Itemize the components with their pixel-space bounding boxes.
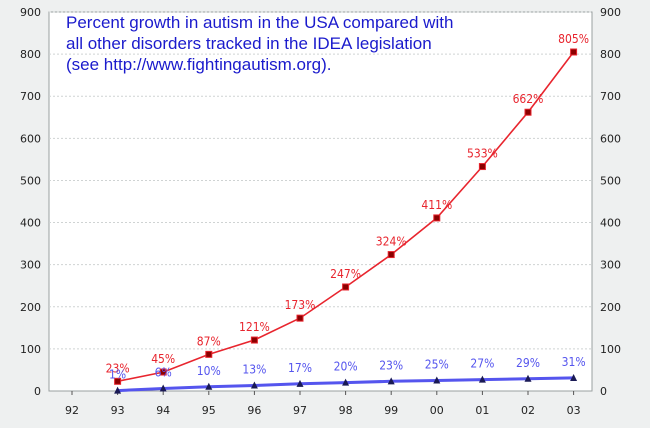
y-tick-label-right: 100 [600,343,621,356]
x-tick-label: 97 [293,404,307,417]
data-label: 45% [151,352,175,366]
x-tick-label: 03 [567,404,581,417]
x-tick-label: 98 [339,404,353,417]
data-label: 805% [558,32,589,46]
data-label: 27% [470,357,494,371]
y-tick-label-right: 900 [600,6,621,19]
data-label: 23% [106,361,130,375]
data-point [387,377,395,385]
data-label: 662% [513,92,544,106]
x-tick-label: 00 [430,404,444,417]
data-label: 29% [516,356,540,370]
data-point [342,283,350,291]
data-label: 20% [334,360,358,374]
data-point [159,368,167,376]
y-tick-label-left: 100 [20,343,41,356]
data-label: 533% [467,147,498,161]
y-tick-label-left: 0 [34,385,41,398]
data-point [250,336,258,344]
y-tick-label-right: 600 [600,132,621,145]
y-tick-label-left: 500 [20,174,41,187]
x-tick-label: 94 [156,404,170,417]
data-label: 1% [109,368,126,382]
data-point [524,108,532,116]
plot-area [48,11,593,392]
y-tick-label-right: 800 [600,48,621,61]
y-tick-label-left: 600 [20,132,41,145]
data-point [570,373,578,381]
y-tick-label-left: 300 [20,259,41,272]
x-tick-label: 95 [202,404,216,417]
y-tick-label-left: 200 [20,301,41,314]
y-tick-label-right: 400 [600,217,621,230]
data-label: 411% [421,198,452,212]
data-label: 247% [330,267,361,281]
data-label: 87% [197,334,221,348]
data-label: 17% [288,361,312,375]
x-tick-label: 92 [65,404,79,417]
data-point [114,386,122,394]
y-tick-label-right: 300 [600,259,621,272]
chart-title: Percent growth in autism in the USA comp… [66,13,454,74]
y-tick-label-left: 900 [20,6,41,19]
y-tick-label-right: 200 [600,301,621,314]
data-point [114,377,122,385]
data-point [296,379,304,387]
data-label: 121% [239,320,270,334]
data-point [433,376,441,384]
data-label: 6% [155,365,172,379]
data-point [250,381,258,389]
x-tick-label: 96 [247,404,261,417]
x-tick-label: 93 [111,404,125,417]
data-point [478,375,486,383]
x-tick-label: 99 [384,404,398,417]
data-point [342,378,350,386]
data-point [159,384,167,392]
data-label: 31% [562,355,586,369]
data-point [524,374,532,382]
data-point [478,163,486,171]
data-label: 13% [242,363,266,377]
data-label: 23% [379,358,403,372]
data-point [205,350,213,358]
y-tick-label-left: 800 [20,48,41,61]
x-tick-label: 01 [475,404,489,417]
data-point [296,314,304,322]
data-point [433,214,441,222]
data-label: 25% [425,357,449,371]
x-tick-label: 02 [521,404,535,417]
y-tick-label-right: 500 [600,174,621,187]
data-label: 324% [376,235,407,249]
data-label: 173% [285,298,316,312]
data-point [570,48,578,56]
data-point [387,251,395,259]
data-point [205,382,213,390]
y-tick-label-right: 700 [600,90,621,103]
y-tick-label-left: 700 [20,90,41,103]
y-tick-label-left: 400 [20,217,41,230]
data-label: 10% [197,364,221,378]
y-tick-label-right: 0 [600,385,607,398]
